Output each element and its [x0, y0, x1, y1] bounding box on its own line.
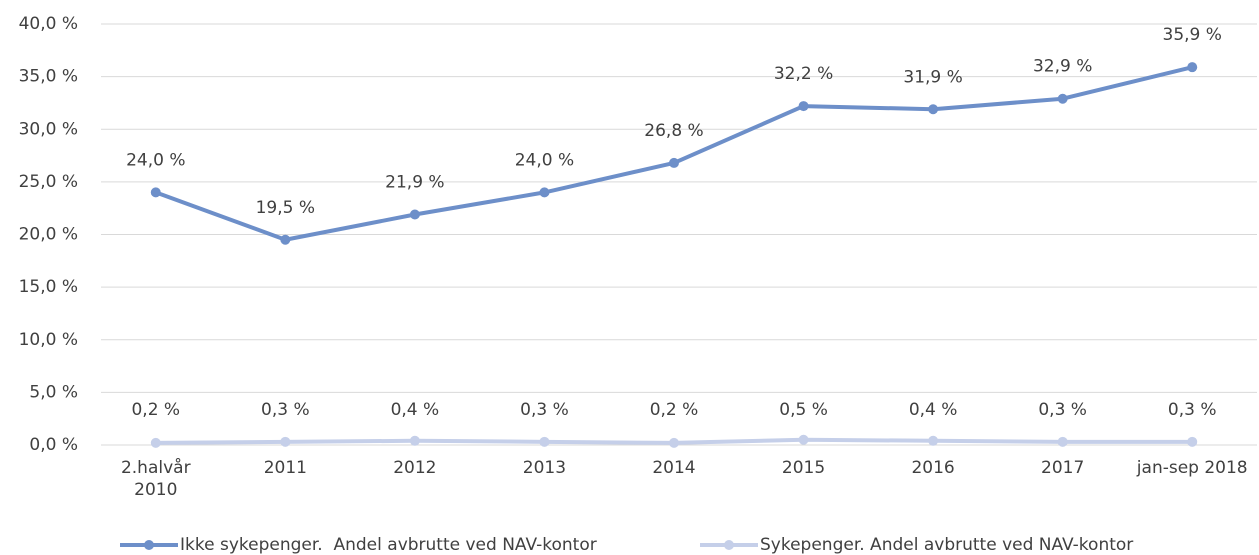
x-tick-label: 2012	[393, 458, 437, 478]
data-point	[928, 104, 939, 115]
data-point	[539, 187, 550, 198]
legend-label: Ikke sykepenger. Andel avbrutte ved NAV-…	[180, 535, 597, 555]
x-tick-label: 2015	[781, 458, 826, 478]
y-tick-label: 35,0 %	[19, 67, 78, 87]
x-tick-label: 2014	[652, 458, 696, 478]
y-tick-label: 40,0 %	[19, 14, 78, 34]
data-point	[798, 434, 809, 445]
y-tick-label: 5,0 %	[29, 382, 78, 402]
data-point	[409, 435, 420, 446]
data-label: 32,9 %	[1033, 57, 1092, 77]
data-label: 0,4 %	[391, 400, 440, 420]
data-point	[539, 436, 550, 447]
data-point	[1057, 436, 1068, 447]
y-tick-label: 15,0 %	[19, 277, 78, 297]
data-point	[280, 234, 291, 245]
data-label: 0,3 %	[1168, 400, 1217, 420]
data-label: 0,4 %	[909, 400, 958, 420]
data-point	[1187, 436, 1198, 447]
legend-marker	[144, 540, 154, 550]
data-label: 31,9 %	[903, 67, 962, 87]
y-tick-label: 0,0 %	[29, 435, 78, 455]
legend-label: Sykepenger. Andel avbrutte ved NAV-konto…	[760, 535, 1133, 555]
x-tick-label: 2013	[522, 458, 567, 478]
data-label: 0,2 %	[650, 400, 699, 420]
data-point	[669, 437, 679, 448]
x-tick-label: 2016	[911, 458, 955, 478]
data-label: 0,3 %	[520, 400, 569, 420]
data-point	[150, 187, 161, 198]
data-label: 0,5 %	[779, 400, 828, 420]
y-tick-label: 10,0 %	[19, 330, 78, 350]
data-label: 0,3 %	[261, 400, 310, 420]
data-point	[280, 436, 291, 447]
data-point	[669, 157, 679, 168]
data-label: 0,2 %	[131, 400, 180, 420]
data-point	[798, 101, 809, 112]
data-label: 35,9 %	[1163, 25, 1222, 45]
x-tick-label: 2.halvår 2010	[120, 458, 191, 500]
x-tick-label: jan-sep 2018	[1136, 458, 1248, 478]
data-point	[928, 435, 939, 446]
x-tick-label: 2017	[1041, 458, 1085, 478]
y-tick-label: 25,0 %	[19, 172, 78, 192]
legend-marker	[724, 540, 734, 550]
data-label: 26,8 %	[644, 121, 703, 141]
x-tick-label: 2011	[263, 458, 307, 478]
data-point	[150, 437, 161, 448]
y-tick-label: 30,0 %	[19, 119, 78, 139]
data-label: 0,3 %	[1038, 400, 1087, 420]
y-tick-label: 20,0 %	[19, 225, 78, 245]
data-point	[1187, 62, 1198, 73]
data-point	[1057, 93, 1068, 104]
data-label: 19,5 %	[256, 198, 315, 218]
data-label: 24,0 %	[126, 150, 185, 170]
data-label: 32,2 %	[774, 64, 833, 84]
data-label: 21,9 %	[385, 173, 444, 193]
data-label: 24,0 %	[515, 150, 574, 170]
data-point	[409, 209, 420, 220]
